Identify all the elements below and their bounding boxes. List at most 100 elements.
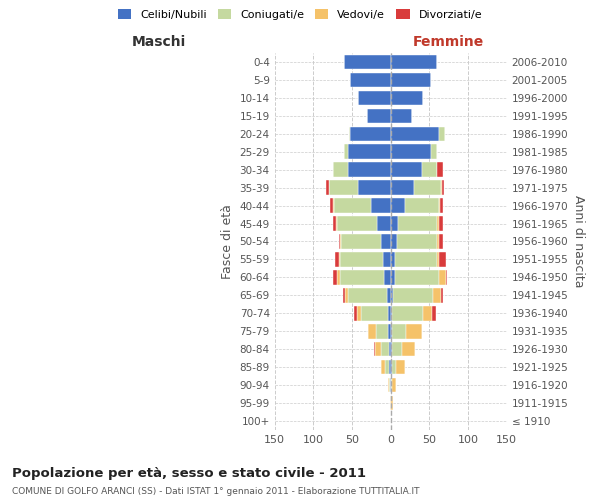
Bar — [406, 324, 422, 338]
Bar — [358, 180, 391, 195]
Text: Popolazione per età, sesso e stato civile - 2011: Popolazione per età, sesso e stato civil… — [12, 468, 366, 480]
Bar — [423, 306, 433, 320]
Bar — [433, 306, 436, 320]
Bar — [348, 162, 391, 177]
Bar — [334, 198, 371, 212]
Bar — [389, 360, 391, 374]
Bar — [340, 252, 383, 266]
Bar — [393, 288, 433, 302]
Bar — [388, 378, 389, 392]
Bar — [329, 198, 334, 212]
Bar — [404, 198, 439, 212]
Bar — [437, 234, 439, 248]
Bar — [385, 360, 389, 374]
Bar — [349, 126, 350, 141]
Bar — [431, 144, 437, 159]
Bar — [336, 216, 337, 230]
Bar — [439, 252, 446, 266]
Bar — [353, 306, 356, 320]
Bar — [382, 342, 389, 356]
Bar — [391, 54, 437, 69]
Bar — [396, 360, 406, 374]
Bar — [388, 306, 391, 320]
Bar — [356, 306, 361, 320]
Bar — [337, 270, 340, 284]
Bar — [439, 126, 445, 141]
Bar — [440, 198, 443, 212]
Bar — [392, 342, 401, 356]
Legend: Celibi/Nubili, Coniugati/e, Vedovi/e, Divorziati/e: Celibi/Nubili, Coniugati/e, Vedovi/e, Di… — [115, 6, 485, 23]
Bar — [348, 288, 387, 302]
Bar — [439, 270, 446, 284]
Bar — [387, 288, 391, 302]
Y-axis label: Anni di nascita: Anni di nascita — [572, 195, 585, 288]
Bar — [334, 216, 336, 230]
Bar — [433, 288, 441, 302]
Bar — [391, 378, 392, 392]
Bar — [392, 324, 406, 338]
Bar — [439, 216, 443, 230]
Text: Femmine: Femmine — [413, 35, 484, 49]
Bar — [340, 270, 385, 284]
Bar — [441, 288, 443, 302]
Bar — [350, 72, 391, 87]
Bar — [414, 180, 441, 195]
Bar — [326, 180, 329, 195]
Bar — [377, 216, 391, 230]
Bar — [439, 198, 440, 212]
Bar — [437, 216, 439, 230]
Bar — [397, 234, 437, 248]
Bar — [391, 90, 423, 105]
Bar — [371, 198, 391, 212]
Bar — [391, 180, 414, 195]
Bar — [335, 252, 339, 266]
Bar — [390, 378, 391, 392]
Bar — [391, 306, 392, 320]
Bar — [395, 252, 437, 266]
Bar — [392, 378, 396, 392]
Bar — [382, 234, 391, 248]
Bar — [334, 270, 337, 284]
Bar — [391, 360, 392, 374]
Bar — [340, 234, 341, 248]
Bar — [368, 324, 376, 338]
Bar — [376, 324, 388, 338]
Bar — [374, 342, 375, 356]
Bar — [391, 252, 395, 266]
Text: COMUNE DI GOLFO ARANCI (SS) - Dati ISTAT 1° gennaio 2011 - Elaborazione TUTTITAL: COMUNE DI GOLFO ARANCI (SS) - Dati ISTAT… — [12, 487, 419, 496]
Bar — [391, 198, 404, 212]
Bar — [389, 342, 391, 356]
Bar — [392, 306, 423, 320]
Bar — [348, 144, 391, 159]
Bar — [383, 252, 391, 266]
Bar — [392, 360, 396, 374]
Bar — [343, 288, 345, 302]
Bar — [442, 180, 444, 195]
Bar — [367, 108, 391, 123]
Bar — [358, 90, 391, 105]
Bar — [441, 180, 442, 195]
Bar — [437, 252, 439, 266]
Bar — [446, 270, 447, 284]
Bar — [390, 396, 391, 410]
Bar — [437, 162, 443, 177]
Bar — [344, 144, 348, 159]
Bar — [391, 162, 422, 177]
Bar — [398, 216, 437, 230]
Bar — [391, 396, 393, 410]
Bar — [391, 234, 397, 248]
Bar — [395, 270, 439, 284]
Bar — [391, 342, 392, 356]
Bar — [439, 234, 443, 248]
Bar — [391, 72, 431, 87]
Bar — [329, 180, 358, 195]
Bar — [350, 126, 391, 141]
Bar — [345, 288, 348, 302]
Bar — [391, 108, 412, 123]
Bar — [389, 378, 390, 392]
Bar — [337, 216, 377, 230]
Bar — [385, 270, 391, 284]
Bar — [391, 144, 431, 159]
Bar — [382, 360, 385, 374]
Bar — [375, 342, 382, 356]
